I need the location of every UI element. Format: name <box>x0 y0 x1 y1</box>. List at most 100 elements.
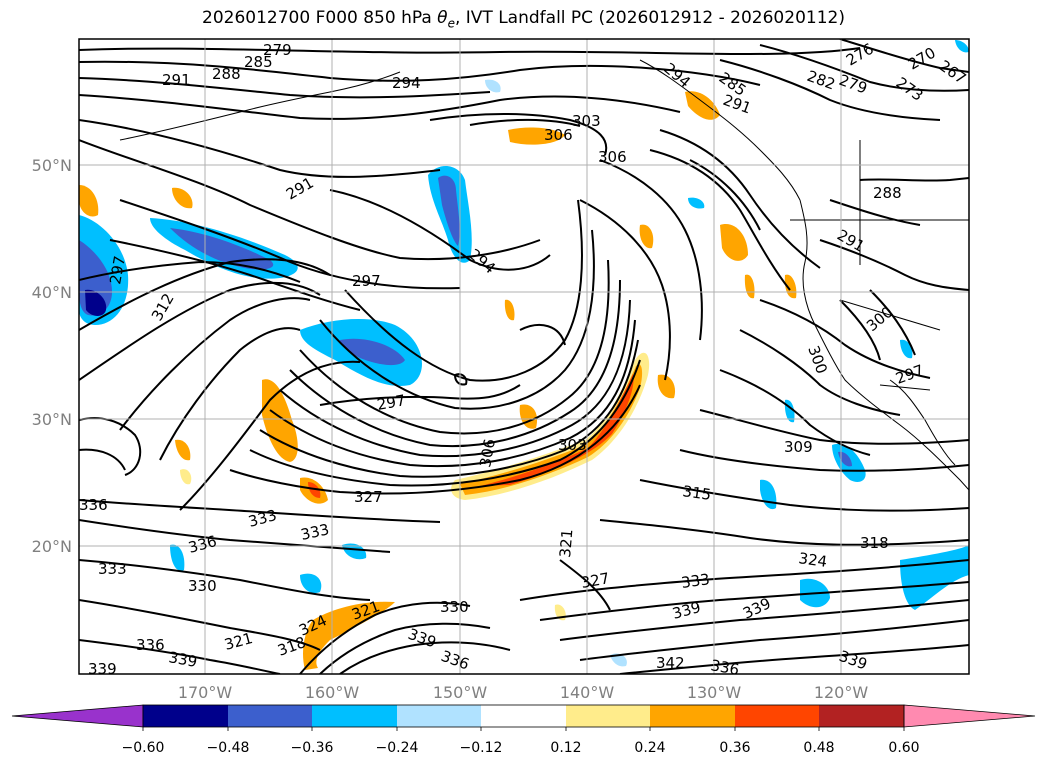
positive-anomaly-region <box>79 185 99 217</box>
lat-tick-label: 50°N <box>32 156 72 175</box>
colorbar-tick-labels: −0.60 −0.48 −0.36 −0.24 −0.12 0.12 0.24 … <box>122 740 920 756</box>
map-background <box>79 39 969 674</box>
positive-anomaly-region <box>504 299 515 321</box>
map-frame <box>78 38 970 675</box>
negative-anomaly-region <box>85 289 107 316</box>
contour-labels: 279 285 288 291 294 306 303 306 294 285 … <box>79 40 969 679</box>
contour-label: 336 <box>79 496 108 514</box>
map-panel: 279 285 288 291 294 306 303 306 294 285 … <box>79 39 969 679</box>
colorbar-tick-label: −0.60 <box>122 740 165 756</box>
negative-anomaly-region <box>342 543 367 560</box>
contour-label: 306 <box>476 437 499 468</box>
negative-anomaly-region <box>438 175 460 246</box>
positive-anomaly-region <box>180 469 192 485</box>
positive-anomaly-region <box>308 482 321 498</box>
contour-label: 321 <box>556 528 576 558</box>
negative-anomaly-region <box>170 544 185 571</box>
colorbar-tick-label: −0.24 <box>376 740 419 756</box>
lat-tick-label: 30°N <box>32 410 72 429</box>
contour-label: 306 <box>544 126 573 144</box>
contour-label: 336 <box>709 656 740 679</box>
negative-anomaly-region <box>688 197 705 209</box>
theta-e-contours <box>79 39 969 674</box>
colorbar-ticks <box>142 727 905 731</box>
positive-anomaly-region <box>508 127 565 145</box>
colorbar-tick-label: −0.48 <box>207 740 250 756</box>
negative-anomaly-region <box>485 79 501 93</box>
contour-label: 318 <box>860 534 889 552</box>
colorbar-extend-max <box>903 704 1036 728</box>
title-prefix: 2026012700 F000 850 hPa <box>202 8 438 28</box>
contour-label: 297 <box>376 391 407 414</box>
colorbar-segment <box>312 705 397 727</box>
lon-tick-label: 140°W <box>560 683 615 702</box>
colorbar-segment <box>143 705 228 727</box>
colorbar-segment <box>228 705 312 727</box>
colorbar-tick-label: 0.48 <box>803 740 834 756</box>
positive-anomaly-region <box>720 224 748 261</box>
contour-label: 333 <box>299 520 331 544</box>
contour-label: 288 <box>873 184 902 202</box>
contour-label: 306 <box>598 148 627 166</box>
contour-label: 336 <box>136 636 165 654</box>
title-theta: θ <box>437 8 448 28</box>
negative-anomaly-region <box>300 573 322 594</box>
contour-label: 303 <box>558 436 587 454</box>
colorbar-segment <box>650 705 735 727</box>
positive-anomaly-region <box>172 187 193 209</box>
positive-anomaly-region <box>302 601 395 670</box>
contour-label: 333 <box>680 570 711 592</box>
contour-label: 297 <box>352 272 381 290</box>
lon-tick-label: 130°W <box>687 683 742 702</box>
contour-label: 333 <box>98 560 127 578</box>
longitude-axis: 170°W 160°W 150°W 140°W 130°W 120°W <box>178 683 869 702</box>
coastlines <box>119 59 969 491</box>
colorbar-tick-label: 0.24 <box>634 740 665 756</box>
positive-anomaly-region <box>175 439 191 461</box>
map-title: 2026012700 F000 850 hPa θe, IVT Landfall… <box>0 8 1047 30</box>
contour-label: 315 <box>681 482 712 504</box>
lon-tick-label: 160°W <box>305 683 360 702</box>
colorbar-tick-label: 0.36 <box>719 740 750 756</box>
colorbar-segment <box>566 705 650 727</box>
colorbar-segment <box>819 705 904 727</box>
latitude-axis: 50°N 40°N 30°N 20°N <box>32 156 72 556</box>
contour-label: 342 <box>656 654 685 672</box>
contour-label: 294 <box>392 74 421 92</box>
lon-tick-label: 150°W <box>433 683 488 702</box>
positive-anomaly-region <box>685 91 720 120</box>
title-suffix: , IVT Landfall PC (2026012912 - 20260201… <box>454 8 845 28</box>
colorbar: −0.60 −0.48 −0.36 −0.24 −0.12 0.12 0.24 … <box>11 704 1036 756</box>
lon-tick-label: 120°W <box>814 683 869 702</box>
contour-label: 303 <box>572 112 601 130</box>
contour-label: 309 <box>784 438 813 456</box>
positive-anomaly-region <box>639 224 654 249</box>
positive-anomaly-region <box>657 374 676 399</box>
title-subscript: e <box>447 16 455 31</box>
contour-label: 330 <box>188 577 217 595</box>
colorbar-segment <box>481 705 566 727</box>
colorbar-segment <box>735 705 819 727</box>
contour-label: 279 <box>263 41 292 59</box>
gridlines <box>79 39 969 674</box>
positive-anomaly-region <box>480 374 634 486</box>
contour-label: 288 <box>212 65 241 83</box>
contour-label: 330 <box>440 598 469 616</box>
negative-anomaly-region <box>955 40 969 53</box>
colorbar-frame <box>142 704 905 728</box>
colorbar-extend-min <box>11 704 144 728</box>
contour-label: 339 <box>88 660 117 678</box>
colorbar-tick-label: 0.12 <box>550 740 581 756</box>
contour-label: 327 <box>354 488 383 506</box>
lat-tick-label: 20°N <box>32 537 72 556</box>
contour-label: 297 <box>106 254 129 285</box>
contour-label: 327 <box>580 569 611 592</box>
contour-label: 339 <box>167 648 198 671</box>
contour-label: 324 <box>797 549 828 571</box>
contour-label: 291 <box>162 71 191 89</box>
lat-tick-label: 40°N <box>32 283 72 302</box>
colorbar-tick-label: −0.12 <box>460 740 503 756</box>
negative-anomaly-region <box>340 338 405 366</box>
colorbar-tick-label: −0.36 <box>291 740 334 756</box>
